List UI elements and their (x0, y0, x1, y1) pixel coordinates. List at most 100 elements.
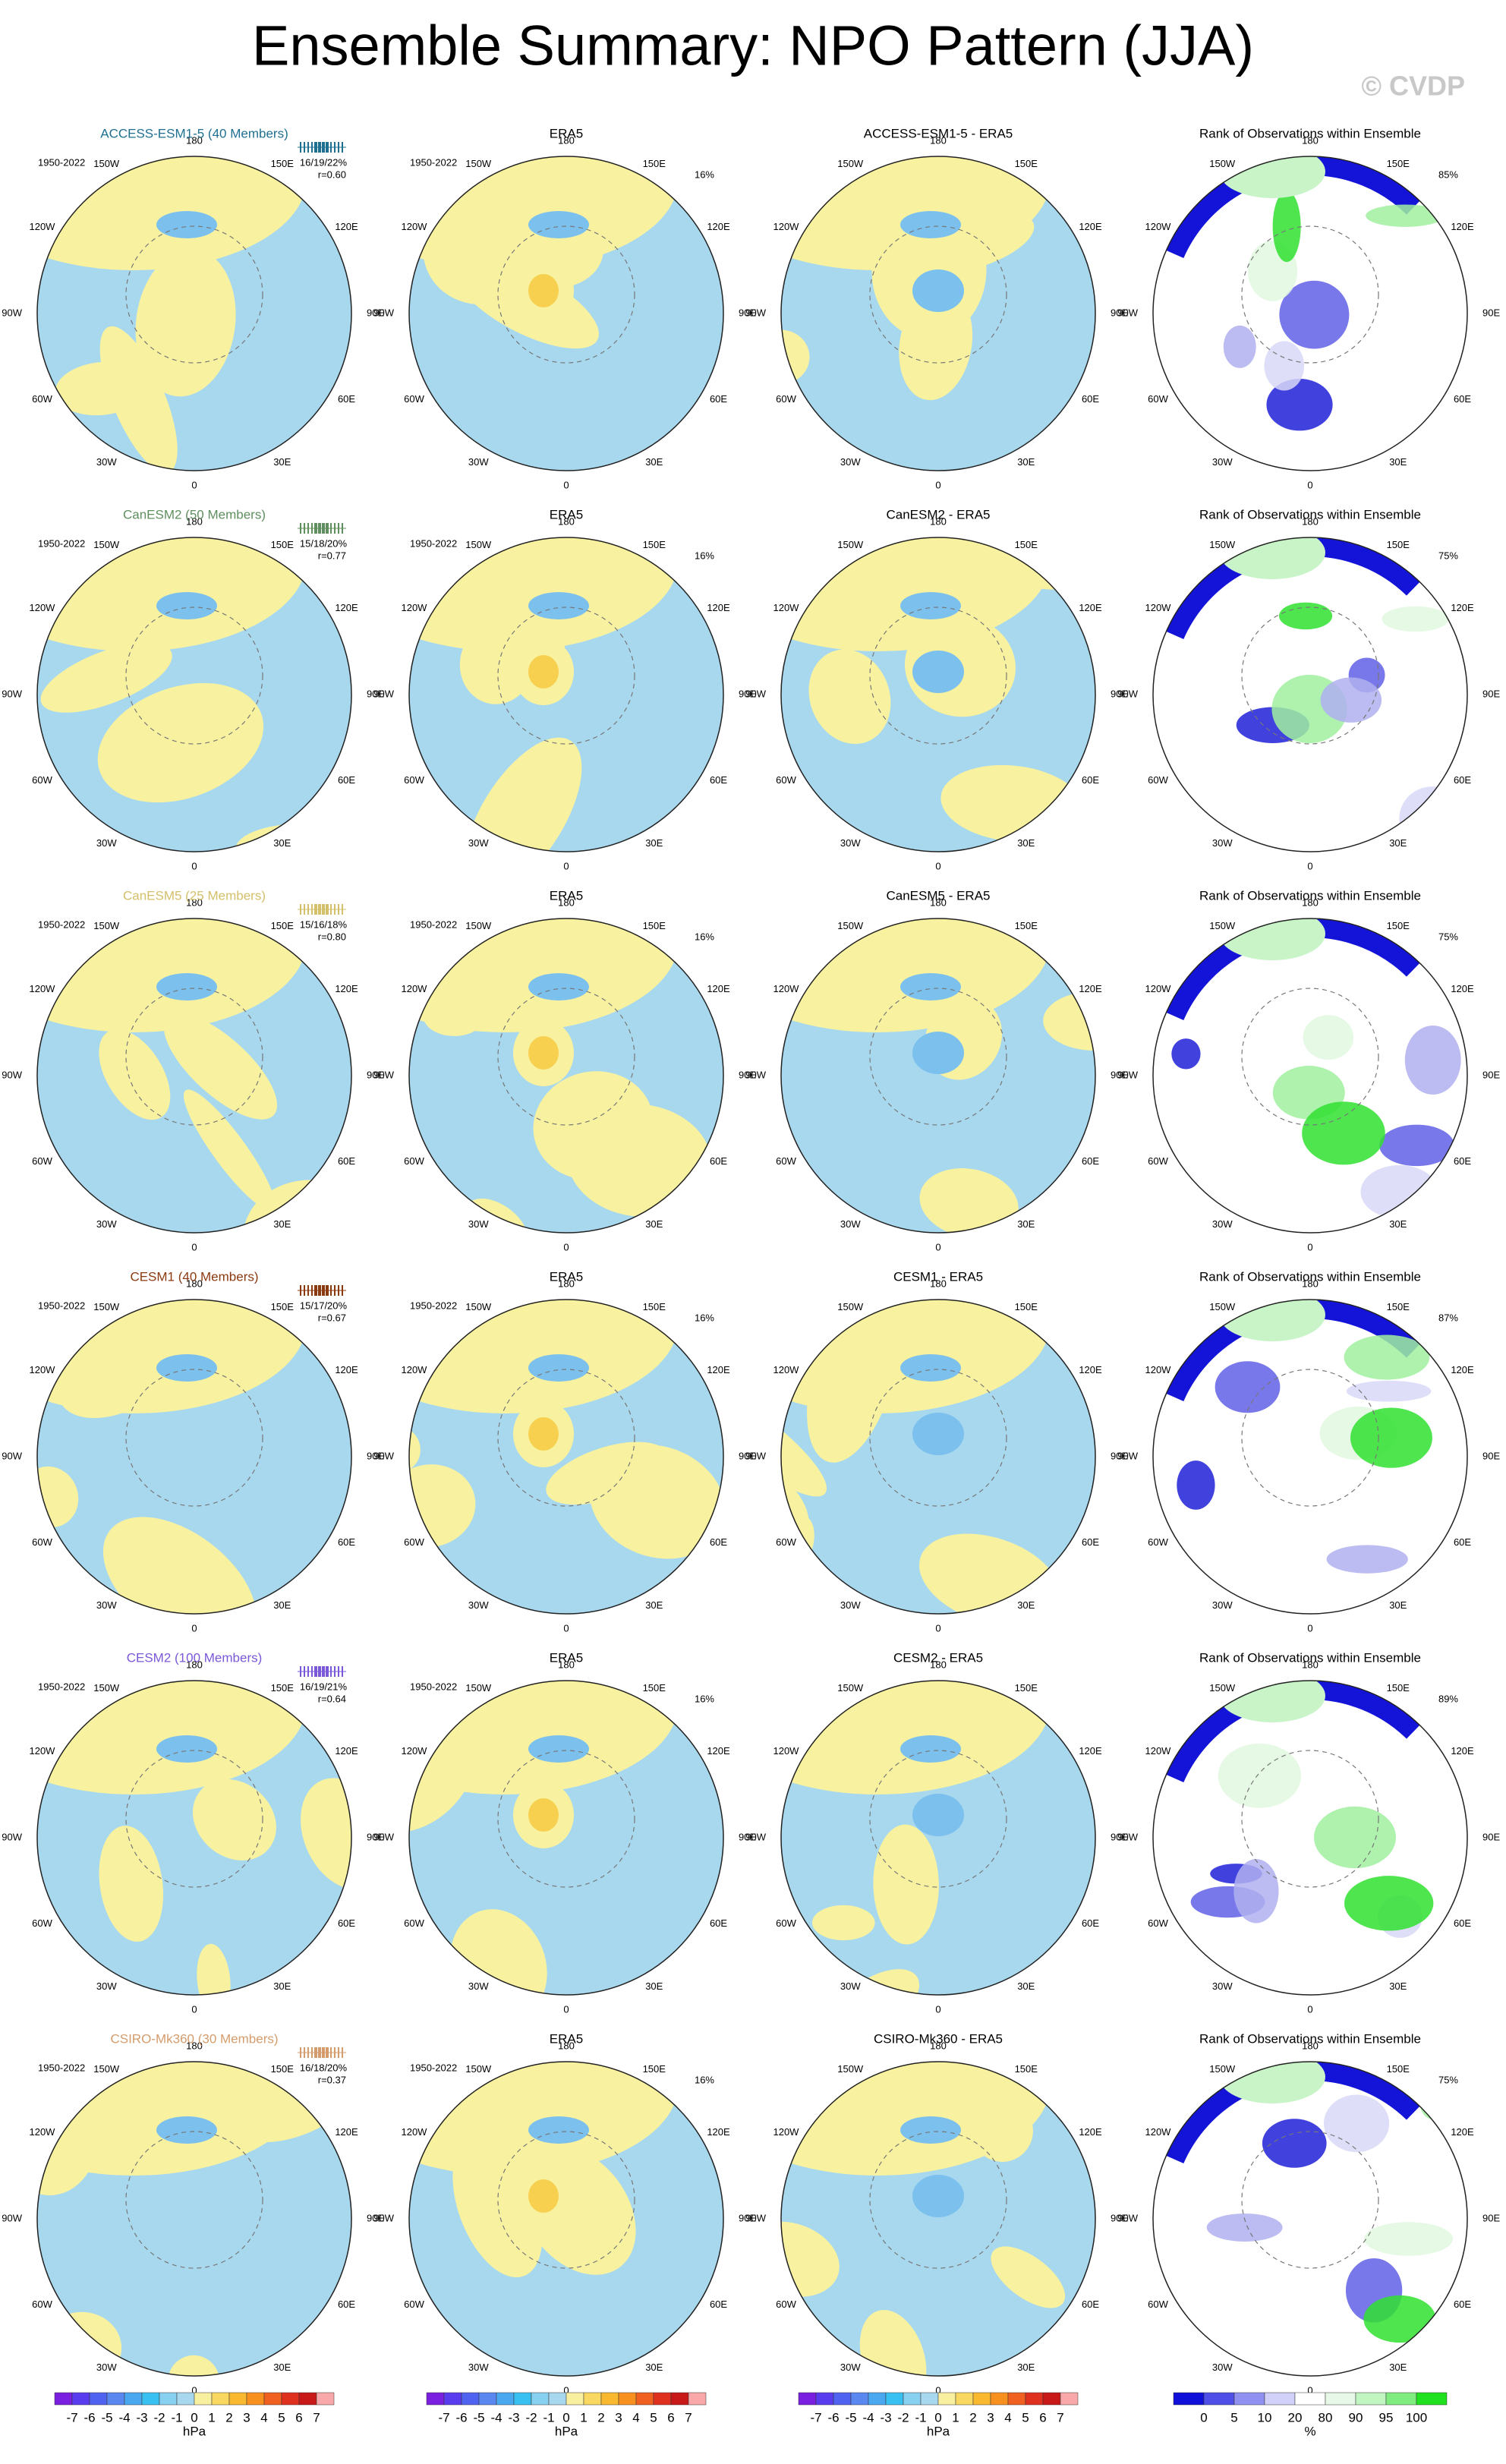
longitude-label: 60E (1082, 1155, 1099, 1167)
negative-area (156, 2116, 217, 2144)
longitude-label: 120E (1079, 221, 1102, 232)
colorbar-label: -5 (845, 2410, 856, 2425)
longitude-label: 60W (404, 393, 424, 405)
longitude-label: 60W (32, 1155, 52, 1167)
longitude-label: 120E (335, 983, 358, 994)
longitude-label: 0 (935, 479, 940, 490)
rank-area (1350, 1407, 1432, 1468)
negative-area (528, 1354, 589, 1382)
model-title: ACCESS-ESM1-5 (40 Members) (100, 126, 288, 140)
rank-pct: 75% (1438, 2074, 1458, 2085)
model-title: CSIRO-Mk360 (30 Members) (110, 2031, 278, 2046)
colorbar-label: 6 (1039, 2410, 1046, 2425)
colorbar-box (478, 2392, 497, 2406)
longitude-label: 150E (1015, 1682, 1038, 1694)
rank-area (1177, 1460, 1215, 1510)
longitude-label: 180 (1302, 1659, 1319, 1670)
colorbar-label: 0 (562, 2410, 569, 2425)
longitude-label: 180 (1302, 896, 1319, 908)
longitude-label: 120W (29, 1745, 55, 1757)
longitude-label: 180 (930, 1278, 947, 1289)
colorbar-label: -7 (438, 2410, 449, 2425)
longitude-label: 30W (468, 837, 489, 849)
colorbar-box (263, 2392, 282, 2406)
colorbar-label: -7 (810, 2410, 821, 2425)
positive-area (409, 1300, 679, 1413)
longitude-label: 90E (1111, 307, 1128, 318)
positive-area (781, 1681, 1051, 1794)
longitude-label: 150E (643, 2063, 666, 2075)
longitude-label: 120E (335, 602, 358, 613)
longitude-label: 0 (563, 1241, 569, 1252)
positive-area (859, 2310, 927, 2376)
obs-pct: 16% (695, 1312, 714, 1323)
negative-area (900, 1354, 961, 1382)
longitude-label: 60W (776, 393, 796, 405)
longitude-label: 150E (271, 920, 295, 931)
longitude-label: 180 (558, 515, 575, 527)
pattern-correlation: r=0.64 (318, 1693, 346, 1704)
longitude-label: 180 (558, 134, 575, 146)
map-border (408, 918, 724, 1234)
longitude-label: 120W (401, 1364, 427, 1375)
latitude-ring (869, 2131, 1007, 2269)
rank-area (1323, 2094, 1390, 2153)
negative-area (156, 592, 217, 619)
longitude-label: 60E (710, 1536, 727, 1548)
longitude-label: 60W (1148, 2299, 1168, 2310)
latitude-ring (869, 988, 1007, 1126)
longitude-label: 150W (93, 1682, 120, 1694)
spread-stats: 16/19/21% (300, 1681, 348, 1692)
model-title: CESM2 (100 Members) (127, 1650, 263, 1665)
map (37, 1681, 351, 1995)
negative-area (528, 973, 589, 1000)
longitude-label: 120E (707, 1364, 730, 1375)
longitude-label: 150W (1209, 1682, 1236, 1694)
colorbar-box (1007, 2392, 1026, 2406)
negative-area (900, 2116, 961, 2144)
longitude-label: 60E (1454, 1155, 1471, 1167)
colorbar-box (1355, 2392, 1387, 2406)
map-border (36, 1680, 352, 1996)
longitude-label: 180 (930, 134, 947, 146)
positive-area (972, 2100, 1033, 2162)
latitude-ring (869, 1750, 1007, 1888)
longitude-label: 150E (271, 1301, 295, 1312)
longitude-label: 150E (643, 1682, 666, 1694)
longitude-label: 150W (465, 920, 492, 931)
rank-area (1379, 1124, 1454, 1167)
positive-area (168, 2355, 219, 2376)
longitude-label: 60W (404, 774, 424, 786)
longitude-label: 30E (645, 1218, 663, 1230)
period: 1950-2022 (410, 1681, 457, 1692)
longitude-label: 150E (271, 158, 295, 169)
longitude-label: 60W (776, 1155, 796, 1167)
longitude-label: 30E (645, 2362, 663, 2373)
longitude-label: 120W (401, 983, 427, 994)
colorbar-box (670, 2392, 689, 2406)
longitude-label: 60W (32, 1917, 52, 1929)
longitude-label: 30E (1389, 456, 1407, 468)
longitude-label: 180 (186, 1659, 203, 1670)
longitude-label: 0 (563, 2384, 569, 2396)
longitude-label: 60W (1148, 393, 1168, 405)
obs-title: ERA5 (550, 1269, 583, 1284)
map-border (1152, 918, 1468, 1234)
longitude-label: 30E (645, 837, 663, 849)
negative-core (912, 1794, 964, 1836)
longitude-label: 60E (338, 2299, 355, 2310)
longitude-label: 60E (710, 393, 727, 405)
map-border (408, 1680, 724, 1996)
longitude-label: 150E (1387, 2063, 1410, 2075)
colorbar-box (583, 2392, 602, 2406)
longitude-label: 30W (840, 1980, 861, 1992)
spread-stats: 15/17/20% (300, 1300, 348, 1311)
period: 1950-2022 (38, 537, 85, 549)
longitude-label: 150E (1387, 1682, 1410, 1694)
colorbar-label: -2 (525, 2410, 537, 2425)
longitude-label: 120W (401, 1745, 427, 1757)
rank-area (1233, 1859, 1279, 1924)
longitude-label: 60E (1454, 1536, 1471, 1548)
rank-area (1272, 191, 1301, 263)
longitude-label: 30E (1389, 2362, 1407, 2373)
